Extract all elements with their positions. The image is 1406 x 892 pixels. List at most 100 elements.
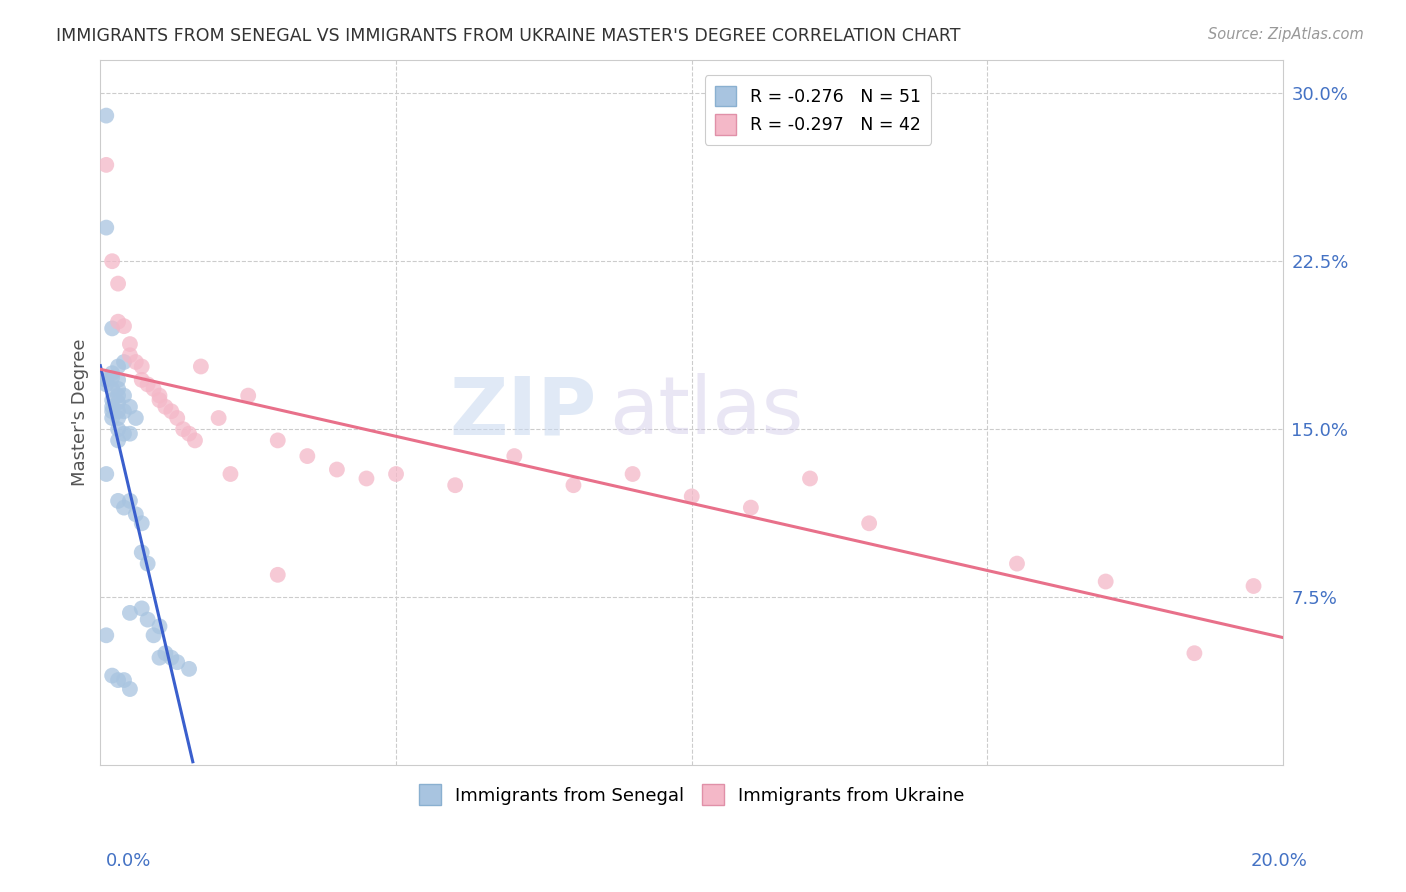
Point [385,467,408,481]
Text: Source: ZipAtlas.com: Source: ZipAtlas.com [1208,27,1364,42]
Point [101,382,124,396]
Point [148,650,170,665]
Point [177,426,200,441]
Point [96,220,118,235]
Point [101,668,124,682]
Point [1005,557,1028,571]
Point [96,467,118,481]
Point [112,389,135,403]
Point [125,411,148,425]
Point [172,422,194,436]
Point [101,404,124,418]
Point [444,478,467,492]
Point [107,673,129,687]
Point [155,646,177,660]
Point [112,426,135,441]
Point [101,370,124,384]
Point [131,373,153,387]
Point [267,567,290,582]
Text: 0.0%: 0.0% [105,852,150,870]
Point [118,606,141,620]
Point [118,348,141,362]
Point [96,628,118,642]
Point [297,449,319,463]
Point [148,389,170,403]
Point [125,355,148,369]
Text: atlas: atlas [609,374,803,451]
Point [207,411,229,425]
Point [107,382,129,396]
Point [562,478,585,492]
Point [101,254,124,268]
Point [107,422,129,436]
Point [184,434,207,448]
Point [101,400,124,414]
Point [267,434,290,448]
Point [101,393,124,408]
Point [219,467,242,481]
Point [155,400,177,414]
Point [107,315,129,329]
Point [118,681,141,696]
Point [136,613,159,627]
Point [238,389,260,403]
Point [326,462,349,476]
Point [112,673,135,687]
Point [96,377,118,392]
Point [1243,579,1265,593]
Point [356,471,378,485]
Point [112,404,135,418]
Point [125,508,148,522]
Point [681,490,703,504]
Point [177,662,200,676]
Point [118,426,141,441]
Point [131,601,153,615]
Point [136,377,159,392]
Point [107,434,129,448]
Point [118,494,141,508]
Text: IMMIGRANTS FROM SENEGAL VS IMMIGRANTS FROM UKRAINE MASTER'S DEGREE CORRELATION C: IMMIGRANTS FROM SENEGAL VS IMMIGRANTS FR… [56,27,960,45]
Point [101,366,124,380]
Point [858,516,880,531]
Point [740,500,762,515]
Point [101,321,124,335]
Point [621,467,644,481]
Point [131,545,153,559]
Point [112,500,135,515]
Point [190,359,212,374]
Point [96,109,118,123]
Point [96,373,118,387]
Point [96,158,118,172]
Text: ZIP: ZIP [450,374,598,451]
Point [107,277,129,291]
Point [1094,574,1116,589]
Point [148,393,170,408]
Point [1184,646,1206,660]
Point [107,373,129,387]
Point [107,389,129,403]
Point [166,655,188,669]
Point [142,382,165,396]
Point [112,319,135,334]
Point [131,516,153,531]
Point [107,411,129,425]
Point [136,557,159,571]
Y-axis label: Master's Degree: Master's Degree [72,339,89,486]
Point [112,355,135,369]
Point [118,400,141,414]
Point [118,337,141,351]
Point [148,619,170,633]
Point [160,404,183,418]
Point [107,404,129,418]
Point [142,628,165,642]
Text: 20.0%: 20.0% [1251,852,1308,870]
Point [160,650,183,665]
Point [131,359,153,374]
Legend: Immigrants from Senegal, Immigrants from Ukraine: Immigrants from Senegal, Immigrants from… [408,773,976,816]
Point [107,395,129,409]
Point [166,411,188,425]
Point [107,494,129,508]
Point [107,359,129,374]
Point [101,411,124,425]
Point [503,449,526,463]
